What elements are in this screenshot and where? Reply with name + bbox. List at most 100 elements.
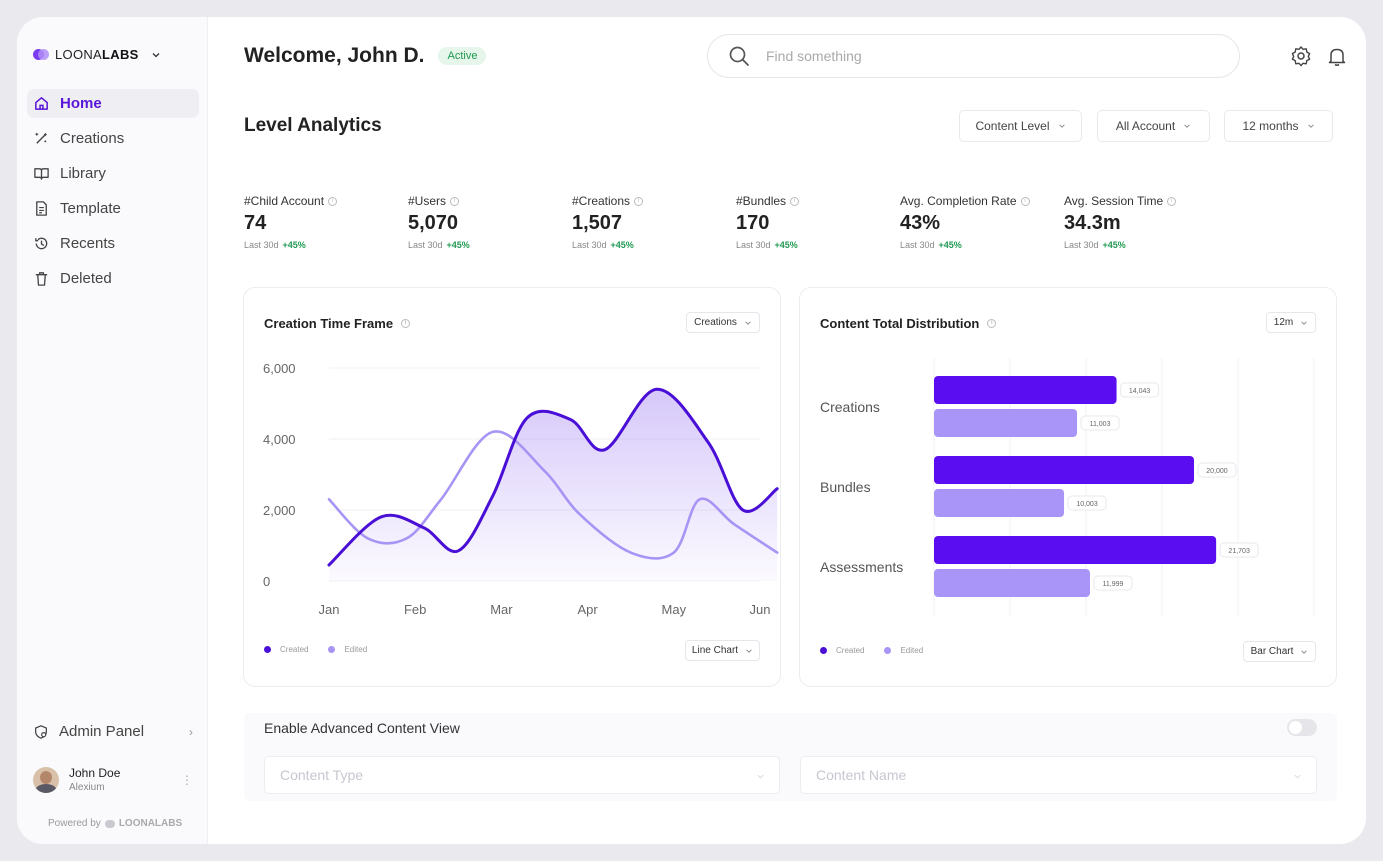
main-content: Welcome, John D. Active Level Analytics … [208,17,1366,844]
account-filter[interactable]: All Account [1097,110,1210,142]
sidebar-item-library[interactable]: Library [27,159,199,188]
sidebar-item-home[interactable]: Home [27,89,199,118]
stat-completion-rate: Avg. Completion Rate i 43% Last 30d +45% [900,194,1064,250]
status-badge: Active [438,47,487,65]
legend-item-edited[interactable]: Edited [884,646,923,655]
x-tick-label: Apr [577,602,598,617]
user-name: John Doe [69,766,121,780]
advanced-title: Enable Advanced Content View [264,720,460,736]
x-tick-label: Jan [319,602,340,617]
data-label-box [1197,462,1237,478]
field-placeholder: Content Name [816,767,907,783]
category-label: Assessments [820,559,903,575]
creation-time-frame-card: 6,000 4,000 2,000 0 Jan Feb Mar Apr May Jun Creat… [243,287,781,687]
sidebar: LOONA LABS Home Creations Library Templa… [17,17,208,844]
info-icon[interactable]: i [1167,196,1177,206]
legend-dot [328,646,336,653]
powered-by-label: Powered by [48,818,101,829]
card-title-text: Content Total Distribution [820,316,980,331]
legend-item-created[interactable]: Created [264,645,308,654]
legend-label: Created [280,645,309,654]
stat-value: 43% [900,212,941,234]
legend-item-edited[interactable]: Edited [328,645,367,654]
content-level-filter[interactable]: Content Level [959,110,1082,142]
stat-session-time: Avg. Session Time i 34.3m Last 30d +45% [1064,194,1228,250]
chart-type-dropdown[interactable]: Line Chart [685,640,760,661]
admin-panel-link[interactable]: Admin Panel › [33,723,193,740]
stat-change: +45% [446,240,470,250]
chart-legend: Created Edited [264,645,387,654]
sidebar-item-creations[interactable]: Creations [27,124,199,153]
stat-label: Avg. Completion Rate [900,194,1017,208]
sidebar-item-label: Creations [60,130,125,147]
page-title: Welcome, John D. Active [244,44,487,68]
info-icon[interactable]: i [987,319,997,328]
chevron-down-icon [1058,124,1065,128]
info-icon[interactable]: i [790,196,800,206]
info-icon[interactable]: i [401,319,411,328]
y-tick-label: 0 [263,574,270,589]
stat-value: 34.3m [1064,212,1121,234]
stat-period: Last 30d [736,240,771,250]
user-profile[interactable]: John Doe Alexium ⋮ [33,766,193,793]
info-icon[interactable]: i [328,196,338,206]
content-distribution-card: Creations 14,043 11,003 Bundles 20,000 10,003… [799,287,1337,687]
stat-label: #Users [408,194,447,208]
sidebar-item-recents[interactable]: Recents [27,229,199,258]
period-filter[interactable]: 12 months [1224,110,1333,142]
card-title-text: Creation Time Frame [264,316,394,331]
book-icon [34,168,49,180]
stat-label: #Child Account [244,194,325,208]
bar-edited [934,409,1078,437]
search-input[interactable] [766,48,1186,64]
dropdown-label: Line Chart [691,645,739,656]
filter-label: All Account [1115,119,1176,133]
advanced-view-toggle[interactable] [1287,719,1317,736]
chevron-down-icon [757,774,764,779]
filter-label: Content Level [975,119,1050,133]
sidebar-item-deleted[interactable]: Deleted [27,264,199,293]
info-icon[interactable]: i [1020,196,1030,206]
sidebar-item-template[interactable]: Template [27,194,199,223]
stat-change: +45% [774,240,798,250]
card-title: Creation Time Frame i [264,316,411,331]
period-dropdown[interactable]: 12m [1266,312,1316,333]
search-bar[interactable] [707,34,1240,78]
data-label: 10,003 [1076,501,1098,508]
category-label: Creations [820,399,880,415]
stat-period: Last 30d [1064,240,1099,250]
history-icon [35,237,48,250]
data-label-box [1219,542,1259,558]
content-type-select[interactable]: Content Type [264,756,780,794]
chevron-down-icon [152,52,160,57]
series-dropdown[interactable]: Creations [686,312,760,333]
brand-switcher[interactable]: LOONA LABS [33,47,161,62]
info-icon[interactable]: i [450,196,460,206]
x-tick-label: Jun [750,602,771,617]
bell-icon[interactable] [1326,45,1348,67]
more-options-icon[interactable]: ⋮ [181,772,193,787]
magic-wand-icon [35,132,47,144]
brand-name-bold: LABS [102,47,139,62]
stat-creations: #Creations i 1,507 Last 30d +45% [572,194,736,250]
document-icon [36,201,47,216]
stat-change: +45% [282,240,306,250]
stat-users: #Users i 5,070 Last 30d +45% [408,194,572,250]
dropdown-label: Bar Chart [1250,646,1294,657]
gear-icon[interactable] [1290,45,1312,67]
y-tick-label: 6,000 [263,361,296,376]
stat-period: Last 30d [244,240,279,250]
powered-brand: LOONALABS [118,818,183,829]
info-icon[interactable]: i [634,196,644,206]
chart-type-dropdown[interactable]: Bar Chart [1243,641,1316,662]
content-name-select[interactable]: Content Name [800,756,1317,794]
stat-label: #Creations [572,194,631,208]
bar-chart: Creations 14,043 11,003 Bundles 20,000 10,003… [820,358,1315,616]
filter-label: 12 months [1242,119,1299,133]
stat-value: 1,507 [572,212,623,234]
legend-item-created[interactable]: Created [820,646,864,655]
stat-bundles: #Bundles i 170 Last 30d +45% [736,194,900,250]
stat-period: Last 30d [572,240,607,250]
home-icon [35,97,48,110]
category-label: Bundles [820,479,871,495]
